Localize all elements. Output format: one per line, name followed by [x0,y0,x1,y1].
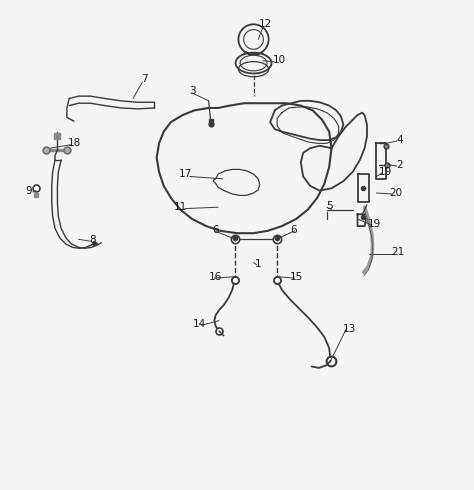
Text: 7: 7 [142,74,148,84]
Text: 21: 21 [391,247,404,257]
Text: 12: 12 [259,19,272,29]
Text: 5: 5 [326,201,332,211]
Text: 6: 6 [212,225,219,235]
Text: 8: 8 [90,235,96,245]
Text: 1: 1 [255,259,262,269]
Text: 9: 9 [26,186,32,196]
Text: 15: 15 [290,272,303,282]
Text: 17: 17 [178,169,191,179]
Text: 18: 18 [67,138,81,148]
Text: 2: 2 [397,160,403,170]
Text: 3: 3 [189,86,195,97]
Text: 10: 10 [273,55,286,65]
Text: 19: 19 [379,167,392,177]
Text: 13: 13 [343,324,356,334]
Text: 11: 11 [173,202,187,212]
Text: 20: 20 [389,188,402,198]
Text: 14: 14 [192,319,206,329]
Text: 4: 4 [397,135,403,145]
Text: 16: 16 [209,272,222,282]
Text: 19: 19 [367,219,381,229]
Text: 6: 6 [291,225,297,235]
